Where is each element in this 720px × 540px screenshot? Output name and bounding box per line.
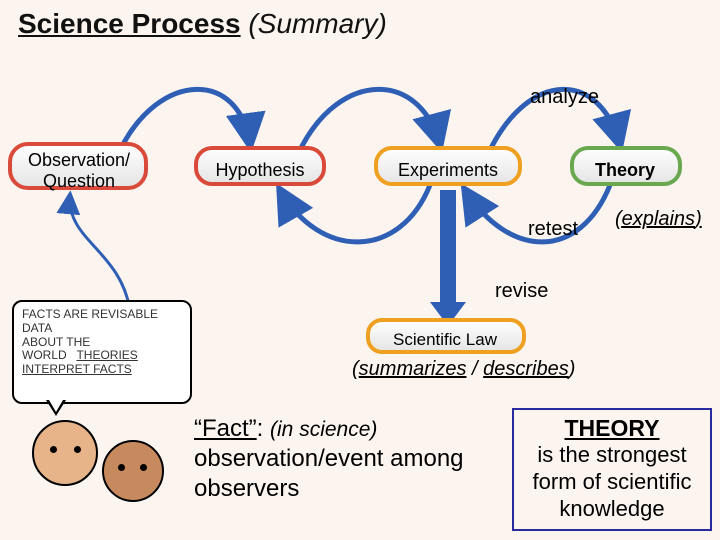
speech-bubble: FACTS ARE REVISABLE DATA ABOUT THE WORLD… xyxy=(12,300,192,404)
label-explains: explains xyxy=(615,208,702,231)
theory-box: THEORY is the strongest form of scientif… xyxy=(512,408,712,531)
node-law: Scientific Law xyxy=(370,326,520,354)
label-revise: revise xyxy=(495,280,548,303)
theory-box-head: THEORY xyxy=(518,414,706,442)
node-theory: Theory xyxy=(575,156,675,185)
cartoon: FACTS ARE REVISABLE DATA ABOUT THE WORLD… xyxy=(12,300,212,520)
cartoon-head-2 xyxy=(102,440,164,502)
fact-block: “Fact”: (in science) observation/event a… xyxy=(194,414,504,504)
node-observation: Observation/Question xyxy=(14,146,144,195)
fact-body: observation/event among observers xyxy=(194,445,464,502)
fact-paren: (in science) xyxy=(270,418,377,441)
node-experiments: Experiments xyxy=(378,156,518,185)
theory-box-body: is the strongest form of scientific know… xyxy=(518,442,706,522)
node-hypothesis: Hypothesis xyxy=(200,156,320,185)
label-summarizes: (summarizes / describes) xyxy=(352,358,575,381)
label-analyze: analyze xyxy=(530,86,599,109)
cartoon-head-1 xyxy=(32,420,98,486)
label-retest: retest xyxy=(528,218,578,241)
